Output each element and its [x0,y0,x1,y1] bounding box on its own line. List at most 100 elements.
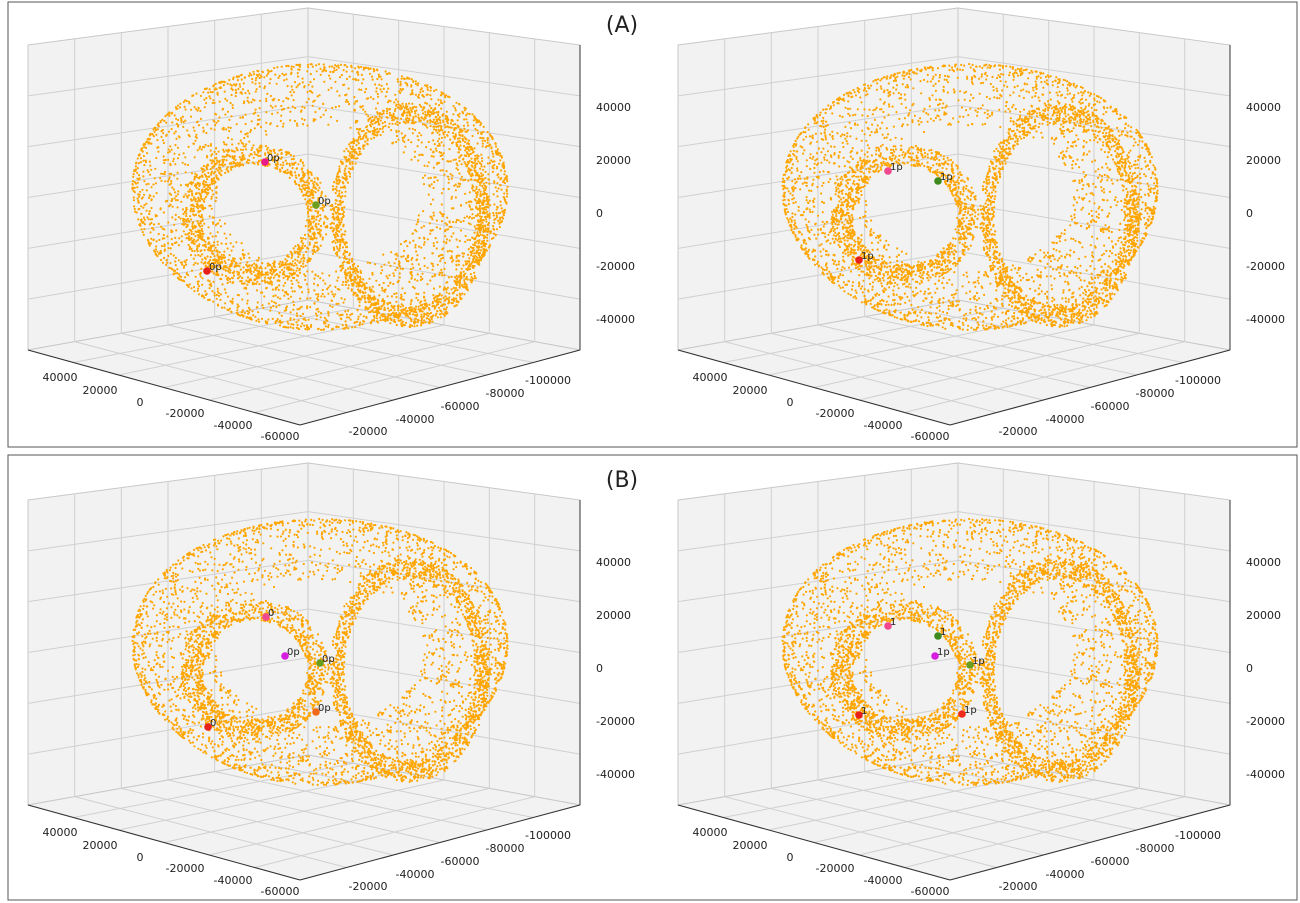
y-tick-label: -20000 [999,425,1038,438]
grid-line [307,705,581,755]
grid-line [254,796,535,868]
y-tick-label: -60000 [1091,855,1130,868]
subplot: 40000 20000 0 -20000 -40000 40000 20000 0 -20000… [27,462,638,898]
marker [884,167,892,175]
y-tick-label: -80000 [1136,842,1175,855]
marker-label: 0p [267,153,280,164]
grid-line [677,250,959,300]
marker [931,652,939,660]
axis-line [949,349,1231,426]
grid-line [254,341,535,413]
marker [966,661,974,669]
marker [855,256,863,264]
z-tick-label: 40000 [596,101,631,114]
y-tick-label: -40000 [1046,868,1085,881]
z-tick-label: 40000 [1246,556,1281,569]
marker-label: 0p [287,647,300,658]
grid-line [957,250,1231,300]
x-tick-label: -40000 [864,874,903,887]
x-tick-label: -20000 [816,862,855,875]
x-tick-label: -60000 [261,885,300,898]
x-tick-label: -40000 [214,419,253,432]
subplot: 40000 20000 0 -20000 -40000 40000 20000 0 -20000… [677,7,1285,443]
marker-label: 0p [318,196,331,207]
axis-line [677,349,951,426]
marker [281,652,289,660]
marker-label: 1 [890,617,896,628]
marker [855,711,863,719]
point-cloud [131,63,509,331]
axis-line [27,349,301,426]
x-tick-label: -40000 [864,419,903,432]
x-tick-label: -60000 [261,430,300,443]
marker-label: 0p [322,654,335,665]
marker-label: 1p [890,162,903,173]
marker [884,622,892,630]
marker-label: 0p [318,703,331,714]
z-tick-label: -20000 [1246,260,1285,273]
grid-line [27,250,309,300]
marker [203,267,211,275]
z-tick-label: -40000 [1246,768,1285,781]
grid-line [957,705,1231,755]
marker [312,708,320,716]
panel-title: (B) [606,468,638,493]
z-tick-label: -20000 [596,715,635,728]
subplot: 40000 20000 0 -20000 -40000 40000 20000 0 -20000… [677,462,1285,898]
marker-label: 0p [209,262,222,273]
z-tick-label: 0 [1246,207,1253,220]
z-tick-label: -20000 [596,260,635,273]
point-cloud [131,517,509,786]
marker-label: 1p [940,172,953,183]
x-tick-label: 20000 [733,384,768,397]
z-tick-label: 0 [596,207,603,220]
marker [958,710,966,718]
grid-line [904,341,1185,413]
marker [312,201,320,209]
marker [934,632,942,640]
y-tick-label: -80000 [1136,387,1175,400]
x-tick-label: 0 [137,396,144,409]
y-tick-label: -40000 [396,868,435,881]
y-tick-label: -20000 [349,425,388,438]
y-tick-label: -80000 [486,842,525,855]
z-tick-label: -20000 [1246,715,1285,728]
point-cloud [781,62,1159,331]
x-tick-label: -40000 [214,874,253,887]
x-tick-label: 40000 [693,826,728,839]
y-tick-label: -80000 [486,387,525,400]
x-tick-label: 20000 [83,384,118,397]
subplot: 40000 20000 0 -20000 -40000 40000 20000 0 -20000… [27,7,638,443]
panel-title: (A) [606,13,638,38]
panel-border [7,454,1298,901]
x-tick-label: -20000 [166,862,205,875]
y-tick-label: -100000 [525,374,571,387]
marker-label: 1p [972,656,985,667]
x-tick-label: 40000 [43,826,78,839]
marker-label: 1p [861,251,874,262]
z-tick-label: 40000 [596,556,631,569]
y-tick-label: -100000 [1175,374,1221,387]
y-tick-label: -40000 [1046,413,1085,426]
x-tick-label: 20000 [83,839,118,852]
z-tick-label: -40000 [596,768,635,781]
x-tick-label: 20000 [733,839,768,852]
grid-line [27,705,309,755]
grid-line [677,705,959,755]
marker-label: 1p [964,705,977,716]
marker [261,158,269,166]
y-tick-label: -100000 [1175,829,1221,842]
axis-line [677,804,951,881]
z-tick-label: 0 [596,662,603,675]
x-tick-label: 40000 [43,371,78,384]
y-tick-label: -40000 [396,413,435,426]
marker [262,613,270,621]
x-tick-label: -20000 [166,407,205,420]
x-tick-label: -60000 [911,430,950,443]
marker-label: 0 [268,608,274,619]
y-tick-label: -100000 [525,829,571,842]
z-tick-label: 40000 [1246,101,1281,114]
y-tick-label: -20000 [349,880,388,893]
x-tick-label: -20000 [816,407,855,420]
axis-line [949,804,1231,881]
